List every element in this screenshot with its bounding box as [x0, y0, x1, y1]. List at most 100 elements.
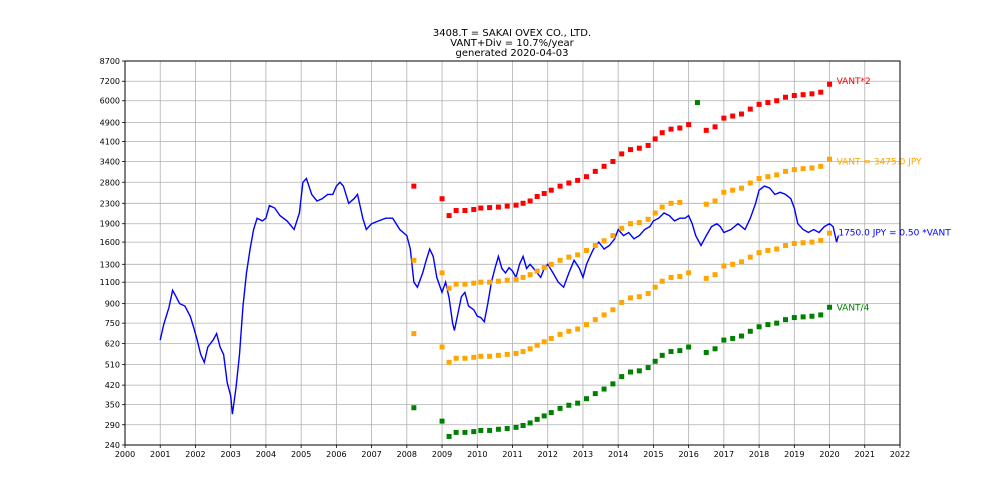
marker-vant-2 — [686, 270, 692, 276]
marker-vant-2 — [541, 191, 547, 197]
marker-vant-2 — [601, 163, 607, 169]
marker-vant-2 — [652, 136, 658, 142]
marker-vant-4 — [694, 100, 700, 106]
x-tick-label: 2001 — [150, 450, 170, 459]
marker-vant-4 — [534, 416, 540, 422]
marker-vant-2 — [738, 111, 744, 117]
marker-vant-2 — [534, 342, 540, 348]
marker-vant-2 — [756, 250, 762, 256]
marker-vant-2 — [619, 151, 625, 157]
marker-vant-2 — [583, 322, 589, 328]
marker-vant — [446, 285, 452, 291]
marker-vant-4 — [446, 433, 452, 439]
marker-vant — [610, 233, 616, 239]
y-tick-label: 1300 — [100, 260, 120, 269]
marker-vant-4 — [827, 304, 833, 310]
marker-vant-2 — [818, 237, 824, 243]
marker-vant — [703, 201, 709, 207]
marker-vant — [453, 281, 459, 287]
marker-vant-2 — [439, 344, 445, 350]
marker-vant-2 — [548, 187, 554, 193]
marker-vant-2 — [818, 89, 824, 95]
price-line — [159, 177, 840, 415]
marker-vant-2 — [411, 331, 417, 337]
marker-vant-4 — [541, 413, 547, 419]
marker-vant-2 — [659, 130, 665, 136]
marker-vant-4 — [712, 346, 718, 352]
marker-vant-4 — [628, 369, 634, 375]
marker-vant-2 — [827, 81, 833, 87]
marker-vant-4 — [439, 418, 445, 424]
x-tick-label: 2017 — [714, 450, 734, 459]
y-tick-label: 7200 — [100, 77, 120, 86]
marker-vant-2 — [446, 359, 452, 365]
marker-vant — [583, 247, 589, 253]
marker-vant-4 — [747, 328, 753, 334]
x-tick-label: 2000 — [115, 450, 135, 459]
marker-vant-2 — [783, 94, 789, 100]
marker-vant-2 — [645, 290, 651, 296]
x-tick-label: 2021 — [855, 450, 875, 459]
x-tick-label: 2006 — [326, 450, 346, 459]
marker-vant-4 — [677, 348, 683, 354]
marker-vant-2 — [575, 326, 581, 332]
y-tick-label: 1900 — [100, 220, 120, 229]
marker-vant-4 — [645, 365, 651, 371]
marker-vant-2 — [677, 273, 683, 279]
marker-vant — [783, 168, 789, 174]
x-tick-label: 2005 — [291, 450, 311, 459]
y-tick-label: 510 — [105, 360, 120, 369]
marker-vant-2 — [645, 142, 651, 148]
marker-vant-2 — [730, 113, 736, 119]
marker-vant-4 — [783, 317, 789, 323]
y-tick-label: 4900 — [100, 118, 120, 127]
marker-vant-2 — [738, 259, 744, 265]
marker-vant-4 — [652, 358, 658, 364]
marker-vant-4 — [520, 423, 526, 429]
marker-vant — [592, 242, 598, 248]
marker-vant-2 — [513, 202, 519, 208]
marker-vant-2 — [495, 352, 501, 358]
marker-vant — [791, 167, 797, 173]
marker-vant-4 — [668, 349, 674, 355]
marker-vant-2 — [513, 350, 519, 356]
marker-vant-2 — [636, 145, 642, 151]
x-tick-label: 2015 — [643, 450, 663, 459]
marker-vant-4 — [453, 429, 459, 435]
marker-vant-4 — [800, 314, 806, 320]
marker-vant-2 — [462, 355, 468, 361]
chart-generated-date: generated 2020-04-03 — [456, 48, 569, 59]
marker-vant-2 — [765, 247, 771, 253]
marker-vant-4 — [411, 405, 417, 411]
axes: 2000 2001 2002 2003 2004 2005 2006 2007 2008 2009… — [100, 57, 911, 459]
marker-vant-2 — [703, 275, 709, 281]
marker-vant-2 — [575, 177, 581, 183]
marker-vant-4 — [738, 333, 744, 339]
marker-vant-2 — [471, 354, 477, 360]
marker-vant — [652, 210, 658, 216]
marker-vant-2 — [541, 339, 547, 345]
marker-vant — [575, 252, 581, 258]
marker-vant-2 — [747, 254, 753, 260]
marker-vant-4 — [495, 426, 501, 432]
marker-vant — [668, 200, 674, 206]
x-tick-label: 2002 — [185, 450, 205, 459]
chart-subtitle: VANT+Div = 10.7%/year — [450, 38, 574, 49]
label-price: 1750.0 JPY = 0.50 *VANT — [838, 229, 951, 239]
marker-vant — [730, 187, 736, 193]
marker-vant-4 — [659, 352, 665, 358]
marker-vant-2 — [520, 200, 526, 206]
marker-vant — [738, 185, 744, 191]
marker-vant-4 — [548, 410, 554, 416]
marker-vant-2 — [487, 205, 493, 211]
marker-vant-2 — [453, 355, 459, 361]
marker-vant-2 — [783, 242, 789, 248]
x-tick-label: 2018 — [749, 450, 769, 459]
marker-vant-2 — [520, 349, 526, 355]
x-tick-label: 2013 — [573, 450, 593, 459]
marker-vant — [636, 220, 642, 226]
y-tick-label: 4100 — [100, 137, 120, 146]
y-tick-label: 240 — [105, 441, 120, 450]
marker-vant-2 — [747, 106, 753, 112]
marker-vant-2 — [592, 168, 598, 174]
